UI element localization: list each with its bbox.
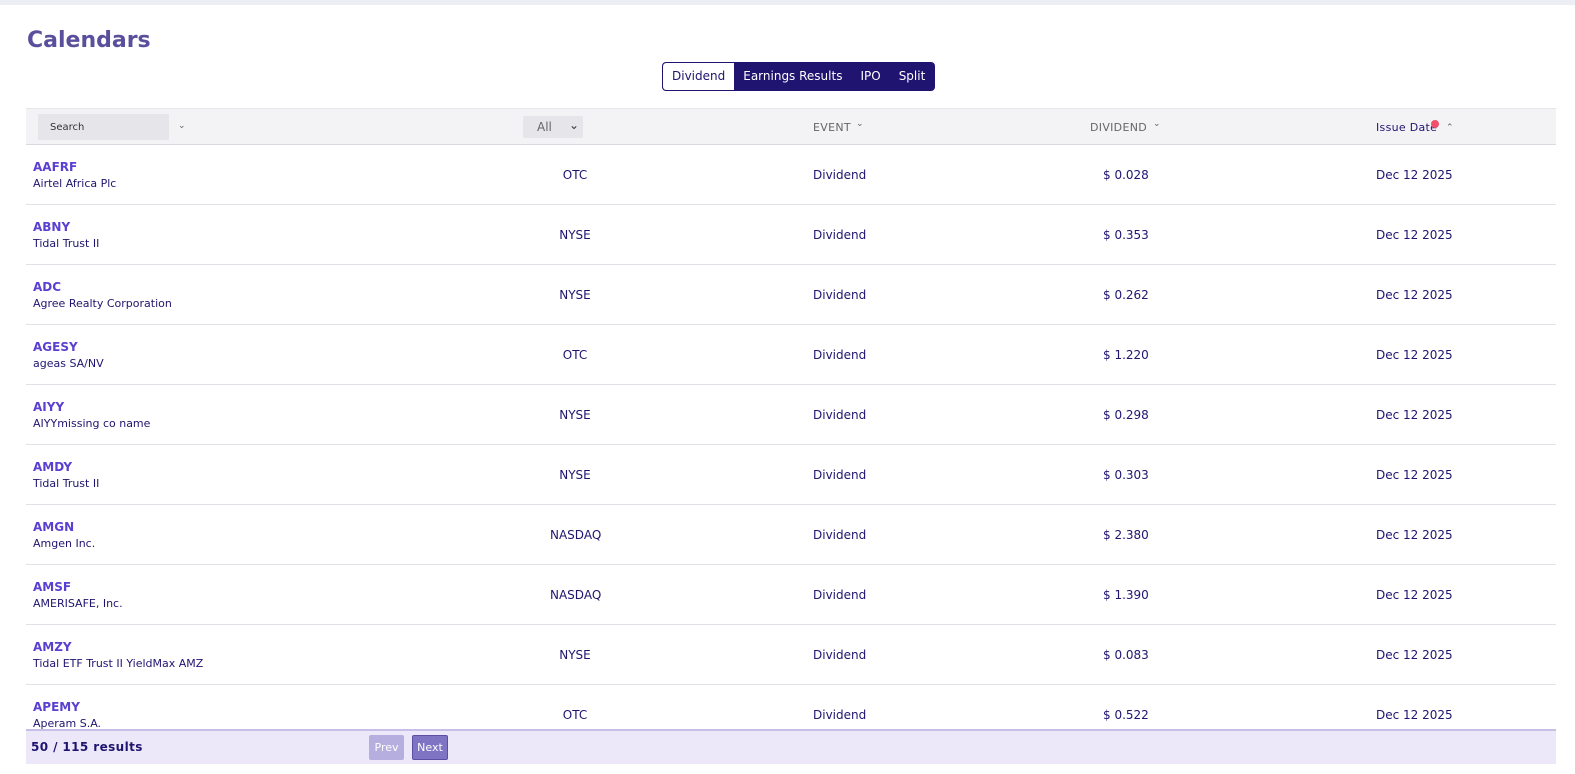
table-row: AMDY Tidal Trust II NYSE Dividend $ 0.30… xyxy=(26,445,1556,505)
chevron-down-icon[interactable]: ⌄ xyxy=(178,121,186,131)
dividend-cell: $ 0.298 xyxy=(1103,408,1149,422)
issue-date-cell: Dec 12 2025 xyxy=(1376,588,1453,602)
event-cell: Dividend xyxy=(813,528,867,542)
table-row: AAFRF Airtel Africa Plc OTC Dividend $ 0… xyxy=(26,145,1556,205)
event-cell: Dividend xyxy=(813,228,867,242)
exchange-filter-value: All xyxy=(537,120,552,134)
table-row: AMSF AMERISAFE, Inc. NASDAQ Dividend $ 1… xyxy=(26,565,1556,625)
symbol-link[interactable]: AMGN xyxy=(33,520,75,534)
dividend-column-header[interactable]: DIVIDEND xyxy=(1090,121,1148,134)
table-row: AMGN Amgen Inc. NASDAQ Dividend $ 2.380 … xyxy=(26,505,1556,565)
symbol-link[interactable]: AGESY xyxy=(33,340,78,354)
issue-date-cell: Dec 12 2025 xyxy=(1376,408,1453,422)
prev-page-button[interactable]: Prev xyxy=(369,735,404,760)
issue-date-cell: Dec 12 2025 xyxy=(1376,348,1453,362)
event-column-header[interactable]: EVENT xyxy=(813,121,851,134)
company-name: Aperam S.A. xyxy=(33,717,102,730)
exchange-cell: NYSE xyxy=(559,228,591,242)
chevron-down-icon: ⌄ xyxy=(568,118,579,132)
table-row: ABNY Tidal Trust II NYSE Dividend $ 0.35… xyxy=(26,205,1556,265)
company-name: ageas SA/NV xyxy=(33,357,104,370)
chevron-up-icon[interactable]: ⌃ xyxy=(1446,123,1454,133)
table-row: AGESY ageas SA/NV OTC Dividend $ 1.220 D… xyxy=(26,325,1556,385)
next-page-button[interactable]: Next xyxy=(412,735,448,760)
symbol-link[interactable]: ABNY xyxy=(33,220,71,234)
tab-split[interactable]: Split xyxy=(898,69,926,83)
company-name: Tidal ETF Trust II YieldMax AMZ xyxy=(33,657,204,670)
tab-ipo[interactable]: IPO xyxy=(860,69,881,83)
company-name: Airtel Africa Plc xyxy=(33,177,117,190)
dividend-cell: $ 0.028 xyxy=(1103,168,1149,182)
exchange-cell: OTC xyxy=(562,348,588,362)
page-title: Calendars xyxy=(27,28,151,53)
company-name: Tidal Trust II xyxy=(33,477,100,490)
exchange-cell: NYSE xyxy=(559,288,591,302)
company-name: AMERISAFE, Inc. xyxy=(33,597,123,610)
symbol-link[interactable]: AMSF xyxy=(33,580,72,594)
chevron-down-icon[interactable]: ⌄ xyxy=(1153,119,1161,129)
issue-date-cell: Dec 12 2025 xyxy=(1376,468,1453,482)
symbol-link[interactable]: APEMY xyxy=(33,700,80,714)
issue-date-column-header[interactable]: Issue Date xyxy=(1376,121,1438,134)
dividend-cell: $ 0.262 xyxy=(1103,288,1149,302)
top-band xyxy=(0,0,1575,5)
company-name: AIYYmissing co name xyxy=(33,417,151,430)
dividend-cell: $ 0.083 xyxy=(1103,648,1149,662)
event-cell: Dividend xyxy=(813,708,867,722)
dividend-cell: $ 0.522 xyxy=(1103,708,1149,722)
table-row: AMZY Tidal ETF Trust II YieldMax AMZ NYS… xyxy=(26,625,1556,685)
chevron-down-icon[interactable]: ⌄ xyxy=(856,119,864,129)
calendar-tabs: Dividend Earnings Results IPO Split xyxy=(662,62,936,91)
search-input[interactable] xyxy=(38,114,169,140)
tab-earnings-results[interactable]: Earnings Results xyxy=(743,69,843,83)
calendar-table: ⌄ All ⌄ EVENT ⌄ DIVIDEND ⌄ Issue Date ⌃ … xyxy=(26,108,1556,745)
table-row: ADC Agree Realty Corporation NYSE Divide… xyxy=(26,265,1556,325)
event-cell: Dividend xyxy=(813,468,867,482)
company-name: Tidal Trust II xyxy=(33,237,100,250)
event-cell: Dividend xyxy=(813,168,867,182)
company-name: Amgen Inc. xyxy=(33,537,96,550)
dividend-cell: $ 0.303 xyxy=(1103,468,1149,482)
dividend-cell: $ 1.220 xyxy=(1103,348,1149,362)
exchange-cell: NASDAQ xyxy=(550,528,602,542)
event-cell: Dividend xyxy=(813,408,867,422)
event-cell: Dividend xyxy=(813,348,867,362)
issue-date-cell: Dec 12 2025 xyxy=(1376,648,1453,662)
exchange-cell: OTC xyxy=(562,168,588,182)
exchange-cell: NYSE xyxy=(559,408,591,422)
symbol-link[interactable]: AAFRF xyxy=(33,160,78,174)
dividend-cell: $ 0.353 xyxy=(1103,228,1149,242)
company-name: Agree Realty Corporation xyxy=(33,297,172,310)
table-body: AAFRF Airtel Africa Plc OTC Dividend $ 0… xyxy=(26,145,1556,745)
exchange-cell: OTC xyxy=(562,708,588,722)
exchange-cell: NYSE xyxy=(559,648,591,662)
symbol-link[interactable]: ADC xyxy=(33,280,62,294)
sort-indicator-dot xyxy=(1431,120,1439,128)
event-cell: Dividend xyxy=(813,288,867,302)
pagination-bar: 50 / 115 results Prev Next xyxy=(26,729,1556,764)
issue-date-cell: Dec 12 2025 xyxy=(1376,708,1453,722)
dividend-cell: $ 2.380 xyxy=(1103,528,1149,542)
table-row: AIYY AIYYmissing co name NYSE Dividend $… xyxy=(26,385,1556,445)
issue-date-cell: Dec 12 2025 xyxy=(1376,528,1453,542)
symbol-link[interactable]: AMDY xyxy=(33,460,73,474)
exchange-filter-select[interactable]: All ⌄ xyxy=(523,116,583,138)
symbol-link[interactable]: AMZY xyxy=(33,640,72,654)
results-count: 50 / 115 results xyxy=(31,740,143,754)
issue-date-cell: Dec 12 2025 xyxy=(1376,228,1453,242)
issue-date-cell: Dec 12 2025 xyxy=(1376,168,1453,182)
exchange-cell: NYSE xyxy=(559,468,591,482)
event-cell: Dividend xyxy=(813,588,867,602)
tab-dividend[interactable]: Dividend xyxy=(663,63,735,90)
exchange-cell: NASDAQ xyxy=(550,588,602,602)
dividend-cell: $ 1.390 xyxy=(1103,588,1149,602)
table-header: ⌄ All ⌄ EVENT ⌄ DIVIDEND ⌄ Issue Date ⌃ xyxy=(26,108,1556,145)
issue-date-cell: Dec 12 2025 xyxy=(1376,288,1453,302)
event-cell: Dividend xyxy=(813,648,867,662)
symbol-link[interactable]: AIYY xyxy=(33,400,65,414)
